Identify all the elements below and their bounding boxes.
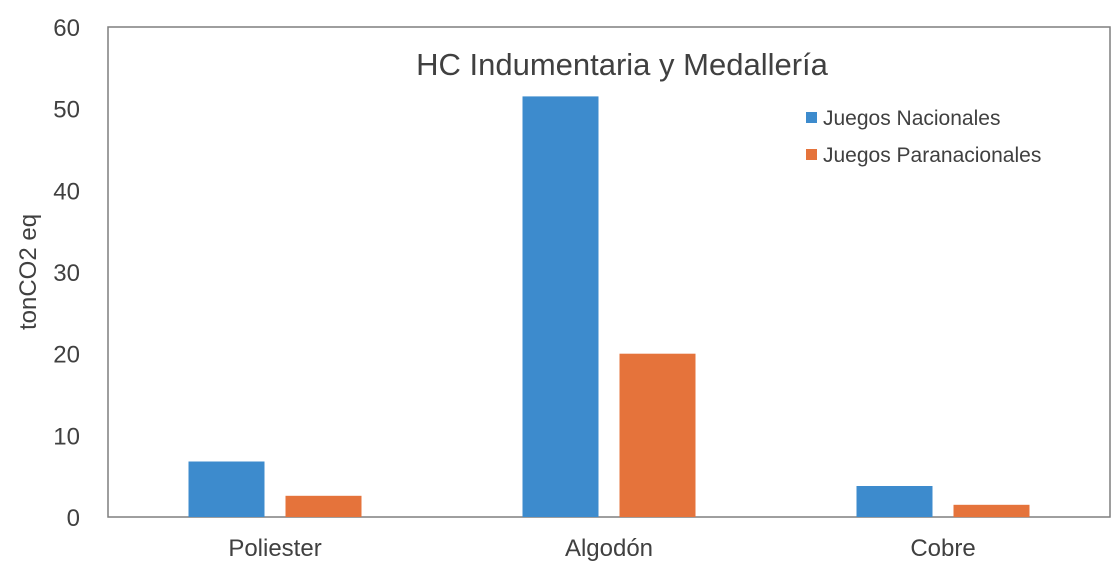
legend-label-juegos-nacionales: Juegos Nacionales [823, 107, 1000, 130]
y-tick-label: 40 [53, 178, 80, 205]
y-tick-label: 20 [53, 342, 80, 369]
y-tick-label: 0 [67, 505, 80, 532]
bar-paranacionales-1 [619, 353, 696, 517]
legend: Juegos Nacionales Juegos Paranacionales [806, 107, 1041, 167]
bar-paranacionales-2 [953, 504, 1030, 518]
legend-swatch-juegos-paranacionales [806, 149, 817, 160]
bar-nacionales-0 [188, 461, 265, 517]
y-tick-label: 50 [53, 97, 80, 124]
x-axis-ticks: Poliester Algodón Cobre [228, 535, 975, 562]
y-axis-ticks: 0 10 20 30 40 50 60 [53, 15, 80, 532]
legend-swatch-juegos-nacionales [806, 112, 817, 123]
plot-area-border [107, 26, 1111, 518]
y-tick-label: 30 [53, 260, 80, 287]
legend-label-juegos-paranacionales: Juegos Paranacionales [823, 144, 1041, 167]
y-tick-label: 60 [53, 15, 80, 42]
bar-nacionales-2 [856, 486, 933, 517]
y-axis-label: tonCO2 eq [15, 214, 42, 330]
bar-series-group [188, 96, 1030, 518]
bar-nacionales-1 [522, 96, 599, 518]
x-tick-label: Poliester [228, 535, 321, 562]
bar-paranacionales-0 [285, 495, 362, 517]
chart-title: HC Indumentaria y Medallería [416, 47, 829, 82]
x-tick-label: Algodón [565, 535, 653, 562]
y-tick-label: 10 [53, 423, 80, 450]
x-tick-label: Cobre [910, 535, 975, 562]
